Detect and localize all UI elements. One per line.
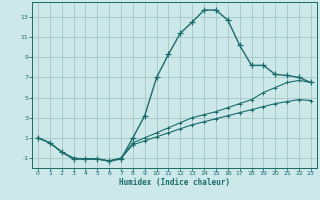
X-axis label: Humidex (Indice chaleur): Humidex (Indice chaleur) <box>119 178 230 187</box>
